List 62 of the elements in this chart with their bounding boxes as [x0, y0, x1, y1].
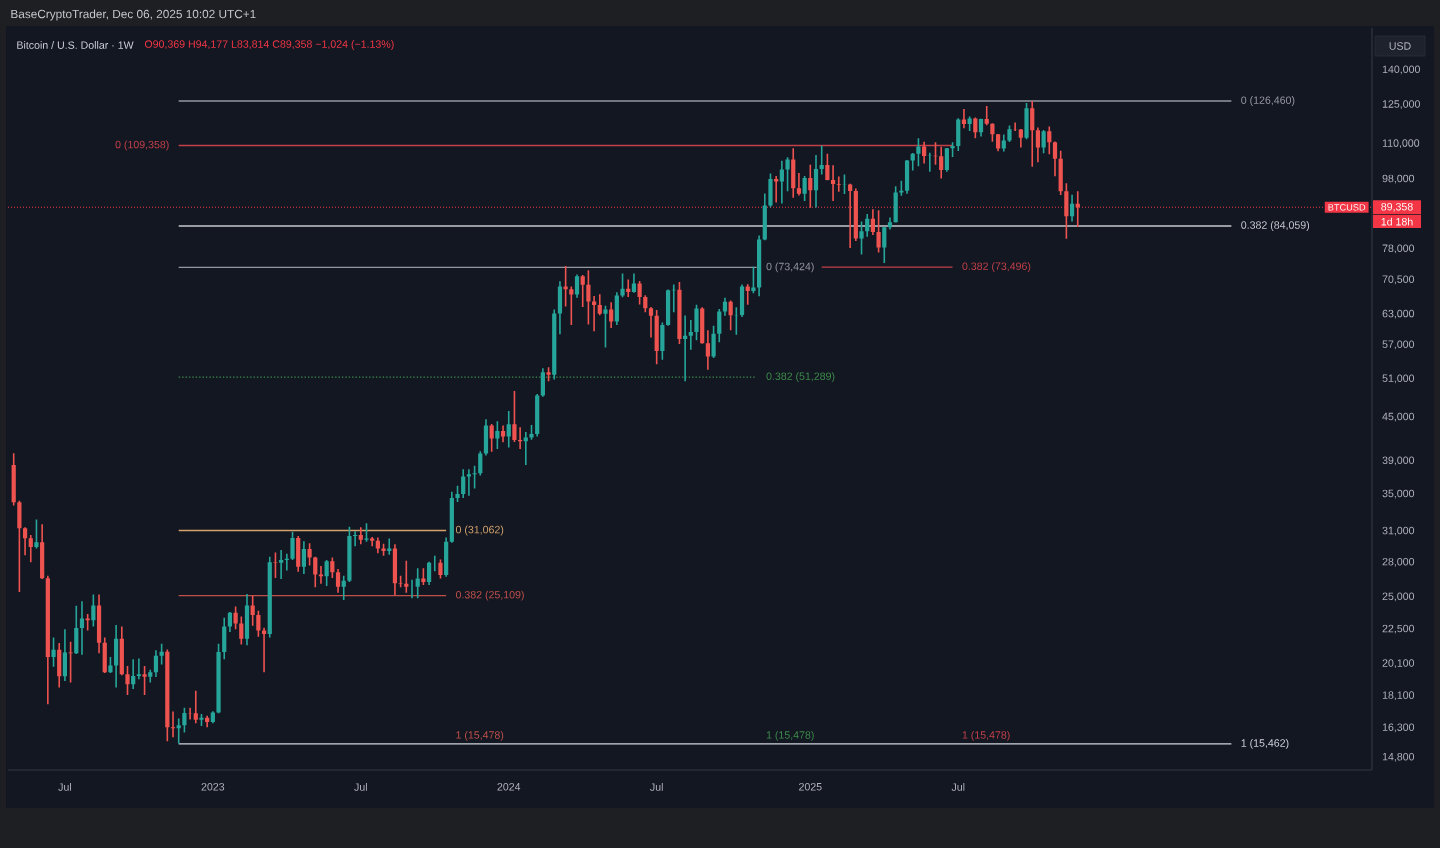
- candlestick: [114, 625, 119, 688]
- candlestick: [1075, 191, 1080, 227]
- candlestick: [1018, 129, 1023, 148]
- candlestick: [301, 541, 306, 574]
- candlestick: [392, 544, 398, 596]
- candlestick: [438, 559, 443, 579]
- candlestick: [904, 159, 910, 194]
- candlestick: [244, 593, 250, 646]
- candlestick: [358, 527, 363, 545]
- candlestick: [523, 432, 528, 465]
- candlestick: [944, 147, 949, 172]
- candlestick: [74, 605, 79, 654]
- candlestick: [961, 109, 967, 129]
- candlestick: [973, 117, 978, 139]
- candlestick: [387, 538, 392, 555]
- candlestick: [876, 210, 881, 253]
- candlestick: [279, 549, 284, 580]
- candlestick: [1030, 101, 1035, 167]
- candlestick: [267, 556, 272, 638]
- candlestick: [626, 279, 631, 297]
- candlestick: [939, 146, 944, 179]
- candlestick: [848, 183, 853, 249]
- candlestick: [683, 315, 688, 382]
- candlestick: [1024, 102, 1029, 140]
- candlestick: [466, 469, 472, 496]
- candlestick: [79, 601, 85, 655]
- candlestick: [193, 690, 198, 724]
- candlestick: [586, 270, 591, 325]
- candlestick: [165, 649, 170, 742]
- candlestick: [381, 543, 386, 556]
- candlestick: [574, 274, 580, 298]
- candlestick: [893, 186, 898, 223]
- candlestick: [677, 282, 682, 345]
- candlestick: [57, 643, 62, 688]
- candlestick: [774, 176, 779, 203]
- candlestick: [1041, 130, 1046, 154]
- candlestick: [62, 629, 68, 681]
- candlestick: [375, 537, 380, 554]
- candlestick: [500, 425, 506, 443]
- candlestick: [802, 176, 807, 202]
- candlestick: [131, 659, 136, 690]
- candlestick: [546, 367, 551, 382]
- candlestick: [28, 535, 33, 563]
- candlestick: [956, 118, 961, 151]
- candlestick: [461, 469, 466, 498]
- candlestick: [370, 537, 375, 547]
- candlestick: [205, 715, 210, 728]
- candlestick: [922, 141, 927, 164]
- candlestick: [153, 650, 159, 677]
- candlestick: [506, 411, 511, 448]
- candlestick: [512, 391, 517, 442]
- candlestick: [927, 152, 932, 172]
- candlestick: [426, 561, 432, 585]
- candlestick: [1069, 194, 1075, 222]
- candlestick: [853, 188, 858, 242]
- candlestick: [978, 118, 984, 137]
- candlestick: [779, 160, 784, 204]
- candlestick: [296, 536, 301, 572]
- candlestick: [609, 302, 614, 329]
- candlestick: [791, 148, 796, 198]
- candlestick: [745, 284, 750, 305]
- candlestick: [631, 273, 637, 293]
